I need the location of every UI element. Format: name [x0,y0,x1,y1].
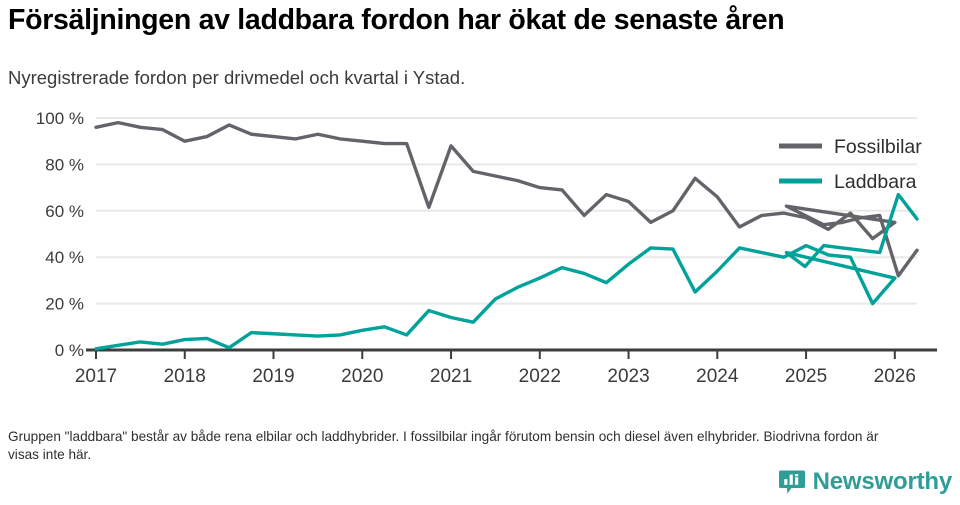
y-axis-tick-labels: 0 % 20 % 40 % 60 % 80 % 100 % [36,109,84,360]
bar-chart-speech-bubble-icon [778,468,806,496]
series-line-laddbara [94,192,919,351]
x-axis-ticks [95,350,896,359]
y-tick-label: 60 % [45,202,84,221]
y-tick-label: 80 % [45,155,84,174]
chart-footnote: Gruppen "laddbara" består av både rena e… [8,429,879,463]
legend-label-fossilbilar: Fossilbilar [834,136,922,158]
page-title: Försäljningen av laddbara fordon har öka… [8,4,785,36]
chart-series-lines [94,120,919,351]
x-tick-label: 2025 [785,366,827,387]
x-axis-tick-labels: 2017 2018 2019 2020 2021 2022 2023 2024 2025 2026 [75,366,916,387]
chart-legend: Fossilbilar Laddbara [779,136,922,193]
legend-label-laddbara: Laddbara [834,171,917,193]
chart-svg: 0 % 20 % 40 % 60 % 80 % 100 % 2017 2018 2019 202… [36,109,937,387]
series-line-fossilbilar [94,120,919,278]
line-chart: 0 % 20 % 40 % 60 % 80 % 100 % 2017 2018 2019 202… [0,104,960,394]
y-tick-label: 0 % [55,341,84,360]
y-tick-label: 100 % [36,109,84,128]
x-tick-label: 2022 [519,366,561,387]
y-tick-label: 40 % [45,248,84,267]
newsworthy-brand: Newsworthy [778,468,952,496]
x-tick-label: 2021 [430,366,472,387]
x-tick-label: 2019 [252,366,294,387]
x-tick-label: 2023 [607,366,649,387]
page-subtitle: Nyregistrerade fordon per drivmedel och … [8,67,466,88]
x-tick-label: 2017 [75,366,117,387]
y-tick-label: 20 % [45,295,84,314]
x-tick-label: 2020 [341,366,383,387]
x-tick-label: 2018 [164,366,206,387]
x-tick-label: 2026 [874,366,916,387]
x-tick-label: 2024 [696,366,739,387]
brand-name-label: Newsworthy [812,468,953,495]
